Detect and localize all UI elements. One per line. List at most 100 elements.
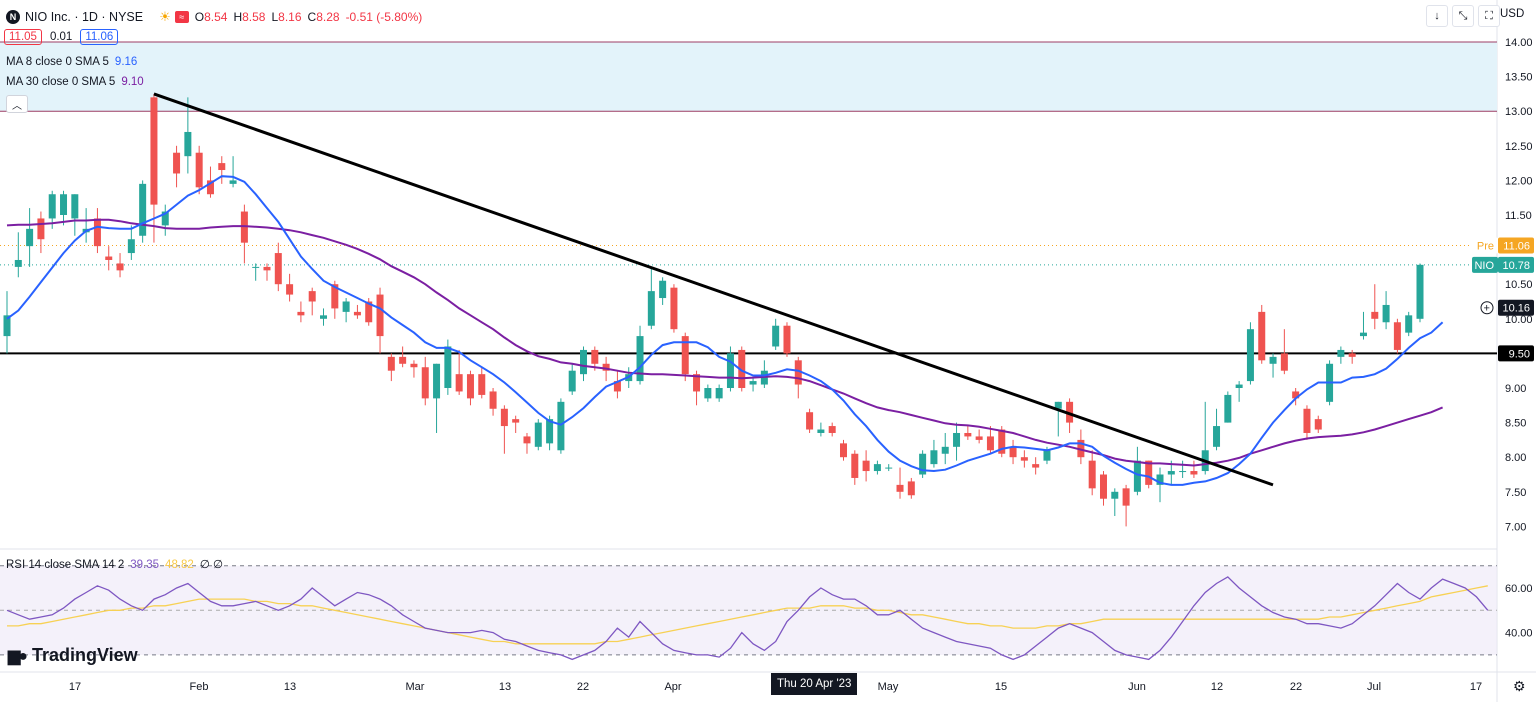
candle	[907, 477, 915, 499]
currency-label[interactable]: USD	[1500, 8, 1525, 20]
wave-icon[interactable]: ≈	[174, 11, 189, 23]
ma30-legend[interactable]: MA 30 close 0 SMA 5 9.10	[6, 76, 144, 88]
collapse-legend-button[interactable]: ︿	[6, 95, 28, 113]
candle-body	[636, 336, 644, 382]
maximize-icon[interactable]: ⛶	[1478, 5, 1500, 27]
candle	[1371, 284, 1379, 330]
rsi-y-tick-label: 60.00	[1505, 583, 1533, 595]
candle-body	[466, 374, 474, 399]
downtrend-line	[153, 92, 1274, 487]
bid-price[interactable]: 11.05	[4, 29, 42, 45]
candle-body	[681, 336, 689, 375]
bid-ask-quote: 11.05 0.01 11.06	[4, 29, 119, 45]
legend-bar: N NIO Inc. · 1D · NYSE ☀ ≈ O8.54 H8.58 L…	[0, 0, 422, 34]
change-readout: -0.51 (-5.80%)	[345, 10, 423, 24]
candle	[953, 422, 961, 461]
candle	[580, 346, 588, 382]
candle-body	[704, 388, 712, 399]
y-tick-label: 7.50	[1505, 487, 1526, 499]
candle-body	[862, 460, 870, 472]
candle-body	[1337, 349, 1345, 357]
candle-body	[240, 211, 248, 243]
candle-body	[1190, 471, 1198, 475]
gear-icon[interactable]: ⚙	[1513, 678, 1526, 694]
arrow-down-icon[interactable]: ↓	[1426, 5, 1448, 27]
last-name-label-bg	[1472, 256, 1498, 273]
candle-body	[896, 484, 904, 492]
tradingview-mark-icon: ▆●	[8, 647, 28, 665]
candle	[1393, 318, 1401, 354]
candle	[941, 432, 949, 465]
ask-price[interactable]: 11.06	[80, 29, 119, 45]
candle-body	[320, 315, 328, 319]
sun-icon[interactable]: ☀	[159, 9, 171, 24]
candle	[342, 298, 350, 323]
candle-body	[591, 349, 599, 364]
ma8-legend[interactable]: MA 8 close 0 SMA 5 9.16	[6, 56, 137, 68]
y-tick-label: 9.00	[1505, 383, 1526, 395]
candle	[512, 415, 520, 433]
candle-body	[1235, 384, 1243, 388]
candle-body	[274, 253, 282, 285]
candle-body	[1043, 450, 1051, 461]
ma30-label: MA 30 close 0 SMA 5	[6, 76, 116, 88]
candle	[455, 349, 463, 395]
candle-body	[1303, 408, 1311, 433]
candle	[195, 145, 203, 195]
candle	[1020, 450, 1028, 468]
candle-body	[1032, 464, 1040, 468]
candle	[1213, 408, 1221, 451]
candle-body	[184, 131, 192, 157]
chevron-up-icon: ︿	[12, 100, 22, 112]
x-tick-label: May	[878, 681, 899, 693]
candle	[636, 325, 644, 385]
candle-body	[839, 443, 847, 458]
candle	[534, 419, 542, 451]
candle	[3, 291, 11, 354]
ma30-line	[6, 218, 1443, 467]
rsi-legend[interactable]: RSI 14 close SMA 14 2 39.35 48.82 ∅ ∅	[6, 557, 223, 571]
rsi-y-tick-label: 40.00	[1505, 628, 1533, 640]
candle	[1122, 484, 1130, 527]
candle	[828, 422, 836, 437]
candle-body	[794, 360, 802, 385]
candle	[704, 384, 712, 402]
candle-body	[365, 301, 373, 323]
candle	[1280, 329, 1288, 375]
pre-price-label-bg	[1498, 237, 1534, 254]
candle	[1314, 415, 1322, 433]
collapse-pane-icon[interactable]: ⤡	[1452, 5, 1474, 27]
x-tick-label: 13	[499, 681, 511, 693]
candle	[421, 356, 429, 406]
tradingview-logo: ▆● TradingView	[8, 645, 138, 666]
candle	[410, 360, 418, 378]
candle	[466, 370, 474, 406]
candle	[613, 370, 621, 399]
candle-body	[1167, 471, 1175, 475]
candle-body	[71, 194, 79, 219]
candle-body	[1179, 471, 1187, 473]
candle-body	[376, 294, 384, 337]
candle	[1303, 405, 1311, 440]
candle	[71, 194, 79, 236]
candle	[433, 363, 441, 433]
candle	[161, 204, 169, 236]
candle-body	[3, 315, 11, 337]
pre-price-label: 11.06	[1503, 240, 1530, 252]
candle-body	[534, 422, 542, 447]
candle	[489, 388, 497, 416]
candle-body	[1156, 474, 1164, 485]
candle-body	[1088, 460, 1096, 489]
candle-body	[478, 374, 486, 395]
candle	[1145, 460, 1153, 489]
x-tick-label: 17	[1470, 681, 1482, 693]
candle-body	[726, 353, 734, 388]
candle-body	[433, 363, 441, 399]
candle-body	[1224, 394, 1232, 423]
candle	[851, 450, 859, 485]
candle	[986, 426, 994, 454]
candle-body	[1371, 311, 1379, 319]
y-tick-label: 10.50	[1505, 279, 1533, 291]
symbol-title[interactable]: N NIO Inc. · 1D · NYSE	[6, 10, 143, 24]
